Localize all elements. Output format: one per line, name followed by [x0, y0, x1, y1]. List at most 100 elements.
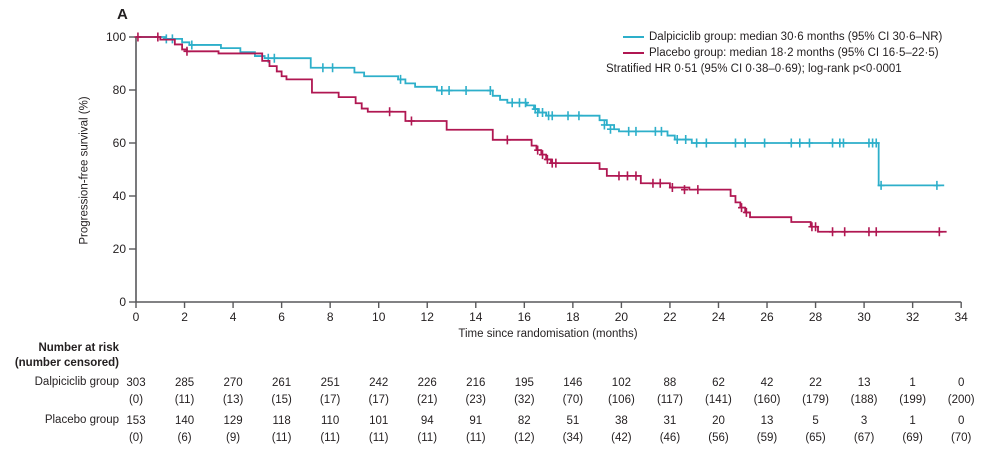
risk-censored-value: (67): [853, 432, 875, 444]
risk-at-risk-value: 91: [469, 415, 483, 427]
risk-censored-value: (199): [899, 394, 927, 406]
placebo-group-censor-marks: [134, 32, 943, 237]
risk-censored-value: (34): [562, 432, 584, 444]
risk-at-risk-value: 270: [223, 377, 243, 389]
legend-stat-note: Stratified HR 0·51 (95% CI 0·38–0·69); l…: [606, 61, 976, 77]
panel-label: A: [117, 6, 128, 23]
risk-at-risk-value: 303: [126, 377, 146, 389]
placebo-group-curve: [136, 36, 947, 233]
risk-at-risk-value: 285: [174, 377, 195, 389]
risk-at-risk-value: 20: [712, 415, 725, 427]
risk-at-risk-value: 22: [809, 377, 822, 389]
risk-at-risk-value: 13: [857, 377, 871, 389]
risk-censored-value: (9): [226, 432, 241, 444]
risk-censored-value: (17): [368, 394, 389, 406]
legend-item-dalpiciclib: Dalpiciclib group: median 30·6 months (9…: [606, 29, 976, 45]
risk-at-risk-value: 251: [320, 377, 340, 389]
risk-censored-value: (42): [611, 432, 632, 444]
x-tick-label: 28: [809, 310, 823, 324]
x-tick-label: 18: [566, 310, 580, 324]
risk-censored-value: (46): [659, 432, 681, 444]
risk-table-subheader: (number censored): [14, 357, 119, 369]
y-tick-label: 60: [113, 136, 127, 150]
risk-at-risk-value: 0: [957, 415, 965, 427]
risk-table-header: Number at risk: [38, 342, 119, 354]
risk-censored-value: (0): [128, 394, 144, 406]
risk-at-risk-value: 51: [566, 415, 580, 427]
x-tick-label: 20: [615, 310, 629, 324]
risk-censored-value: (70): [950, 432, 972, 444]
risk-at-risk-value: 153: [126, 415, 146, 427]
x-tick-label: 26: [760, 310, 774, 324]
dalpiciclib-line-swatch-icon: [623, 36, 644, 38]
risk-censored-value: (11): [271, 432, 292, 444]
risk-at-risk-value: 101: [369, 415, 389, 427]
risk-censored-value: (21): [417, 394, 438, 406]
risk-censored-value: (12): [514, 432, 535, 444]
risk-at-risk-value: 31: [663, 415, 677, 427]
risk-censored-value: (13): [222, 394, 244, 406]
risk-censored-value: (11): [174, 394, 195, 406]
placebo-line-swatch-icon: [623, 52, 644, 54]
risk-at-risk-value: 140: [174, 415, 195, 427]
x-tick-label: 4: [230, 310, 237, 324]
risk-at-risk-value: 1: [909, 415, 916, 427]
x-tick-label: 0: [133, 310, 140, 324]
risk-at-risk-value: 62: [712, 377, 725, 389]
risk-censored-value: (6): [177, 432, 192, 444]
risk-at-risk-value: 1: [909, 377, 916, 389]
x-axis-title: Time since randomisation (months): [458, 328, 638, 340]
risk-at-risk-value: 42: [760, 377, 774, 389]
risk-at-risk-value: 118: [272, 415, 291, 427]
risk-censored-value: (11): [465, 432, 486, 444]
risk-at-risk-value: 82: [517, 415, 531, 427]
risk-censored-value: (59): [756, 432, 778, 444]
legend-item-label: Dalpiciclib group: median 30·6 months (9…: [649, 31, 943, 43]
x-tick-label: 6: [278, 310, 285, 324]
risk-at-risk-value: 110: [320, 415, 340, 427]
risk-censored-value: (65): [805, 432, 826, 444]
risk-censored-value: (106): [607, 394, 635, 406]
dalpiciclib-group-curve: [136, 36, 945, 187]
risk-censored-value: (200): [947, 394, 975, 406]
risk-at-risk-value: 38: [614, 415, 628, 427]
x-tick-label: 8: [327, 310, 334, 324]
risk-censored-value: (141): [705, 394, 732, 406]
y-tick-label: 40: [113, 189, 127, 203]
risk-censored-value: (11): [320, 432, 340, 444]
risk-at-risk-value: 216: [466, 377, 486, 389]
risk-censored-value: (11): [417, 432, 438, 444]
risk-at-risk-value: 102: [611, 377, 631, 389]
risk-censored-value: (179): [802, 394, 829, 406]
risk-at-risk-value: 242: [369, 377, 389, 389]
risk-row-label-dalpiciclib: Dalpiciclib group: [34, 376, 119, 388]
risk-at-risk-value: 261: [272, 377, 292, 389]
risk-at-risk-value: 94: [420, 415, 434, 427]
x-tick-label: 12: [421, 310, 435, 324]
x-tick-label: 32: [906, 310, 920, 324]
x-tick-label: 10: [372, 310, 386, 324]
y-tick-label: 80: [113, 83, 127, 97]
risk-at-risk-value: 5: [812, 415, 819, 427]
risk-row-label-placebo: Placebo group: [44, 414, 119, 426]
risk-at-risk-value: 13: [760, 415, 774, 427]
risk-censored-value: (160): [753, 394, 781, 406]
hazard-ratio-note: Stratified HR 0·51 (95% CI 0·38–0·69); l…: [606, 63, 902, 75]
y-tick-label: 20: [113, 242, 127, 256]
risk-at-risk-value: 195: [514, 377, 534, 389]
risk-at-risk-value: 88: [663, 377, 677, 389]
risk-at-risk-value: 129: [223, 415, 243, 427]
legend-item-placebo: Placebo group: median 18·2 months (95% C…: [606, 45, 976, 61]
risk-censored-value: (11): [368, 432, 389, 444]
risk-censored-value: (69): [902, 432, 923, 444]
risk-at-risk-value: 146: [563, 377, 583, 389]
x-tick-label: 34: [955, 310, 969, 324]
risk-censored-value: (32): [514, 394, 535, 406]
risk-at-risk-value: 0: [957, 377, 965, 389]
x-tick-label: 16: [518, 310, 532, 324]
risk-censored-value: (15): [271, 394, 292, 406]
risk-censored-value: (56): [708, 432, 729, 444]
y-tick-label: 100: [106, 30, 126, 44]
risk-censored-value: (23): [465, 394, 486, 406]
